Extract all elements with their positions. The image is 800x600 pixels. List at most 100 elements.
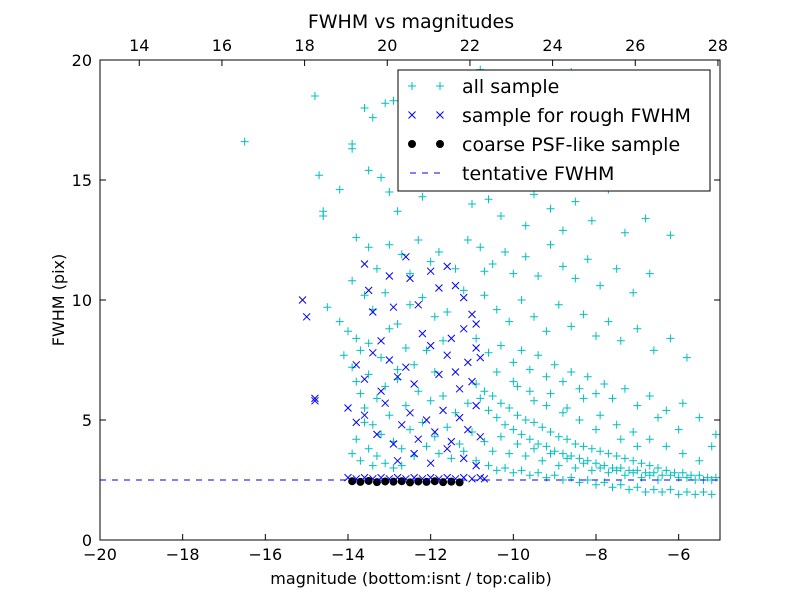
data-point bbox=[447, 477, 456, 486]
data-point bbox=[352, 334, 361, 343]
data-point bbox=[435, 370, 443, 379]
data-point bbox=[422, 442, 431, 451]
data-point bbox=[352, 377, 361, 386]
data-point bbox=[492, 305, 501, 314]
data-point bbox=[397, 420, 406, 429]
data-point bbox=[558, 262, 567, 271]
data-point bbox=[608, 394, 617, 403]
data-point bbox=[525, 435, 534, 444]
data-point bbox=[339, 351, 348, 360]
data-point bbox=[496, 399, 505, 408]
data-point bbox=[530, 190, 538, 199]
data-point bbox=[381, 477, 390, 486]
data-point bbox=[414, 477, 423, 486]
data-point bbox=[534, 351, 543, 360]
data-point bbox=[377, 353, 386, 362]
data-point bbox=[612, 452, 621, 460]
data-point bbox=[443, 423, 452, 432]
data-point bbox=[587, 466, 596, 475]
data-point bbox=[418, 293, 427, 302]
data-point bbox=[476, 353, 485, 362]
data-point bbox=[546, 240, 555, 249]
data-point bbox=[406, 478, 414, 487]
data-point bbox=[620, 454, 629, 463]
data-point bbox=[401, 401, 410, 410]
data-point bbox=[310, 92, 319, 100]
data-point bbox=[496, 212, 505, 220]
data-point bbox=[464, 358, 472, 367]
data-point bbox=[426, 257, 435, 266]
data-point bbox=[583, 456, 592, 465]
data-point bbox=[530, 444, 538, 453]
data-point bbox=[530, 396, 538, 405]
data-point bbox=[641, 468, 650, 477]
data-point bbox=[352, 233, 361, 242]
data-point bbox=[364, 166, 373, 175]
data-point bbox=[484, 348, 493, 357]
data-point bbox=[240, 137, 249, 146]
data-point bbox=[513, 411, 522, 420]
data-point bbox=[455, 440, 464, 448]
data-point bbox=[472, 320, 480, 328]
data-point bbox=[389, 440, 398, 448]
data-point bbox=[385, 324, 394, 333]
data-point bbox=[348, 449, 357, 458]
data-point bbox=[364, 286, 373, 295]
data-point bbox=[674, 490, 683, 499]
data-point bbox=[608, 483, 617, 492]
x-tick-label: −16 bbox=[248, 545, 282, 564]
data-point bbox=[513, 440, 522, 448]
data-point bbox=[410, 360, 419, 369]
data-point bbox=[666, 334, 675, 343]
data-point bbox=[451, 281, 460, 290]
data-point bbox=[505, 317, 514, 326]
data-point bbox=[542, 372, 551, 381]
data-point bbox=[377, 387, 385, 396]
y-tick-label: 20 bbox=[72, 51, 92, 70]
data-point bbox=[633, 483, 642, 492]
data-point bbox=[662, 406, 671, 415]
data-point bbox=[488, 392, 497, 400]
data-point bbox=[406, 269, 414, 278]
data-point bbox=[397, 250, 406, 259]
data-point bbox=[344, 404, 352, 412]
data-point bbox=[575, 416, 584, 424]
data-point bbox=[583, 372, 592, 381]
data-point bbox=[612, 466, 621, 475]
data-point bbox=[554, 461, 563, 470]
data-point bbox=[385, 272, 394, 280]
data-point bbox=[402, 363, 410, 372]
data-point bbox=[455, 478, 464, 487]
data-point bbox=[649, 485, 658, 494]
data-point bbox=[401, 344, 410, 352]
data-point bbox=[658, 471, 667, 480]
data-point bbox=[464, 425, 472, 434]
data-point bbox=[368, 420, 377, 429]
data-point bbox=[298, 296, 307, 304]
data-point bbox=[571, 440, 580, 448]
data-point bbox=[360, 411, 369, 420]
data-point bbox=[678, 468, 687, 477]
data-point bbox=[344, 327, 352, 336]
top-x-tick-label: 28 bbox=[708, 36, 728, 55]
data-point bbox=[678, 399, 687, 408]
data-point bbox=[410, 449, 418, 458]
legend-marker bbox=[408, 82, 416, 90]
data-point bbox=[629, 456, 638, 465]
data-point bbox=[414, 435, 423, 444]
top-x-tick-label: 14 bbox=[129, 36, 149, 55]
data-point bbox=[389, 477, 398, 486]
data-point bbox=[583, 255, 592, 264]
data-point bbox=[315, 171, 324, 180]
data-point bbox=[633, 401, 642, 410]
data-point bbox=[426, 396, 435, 405]
x-tick-label: −10 bbox=[496, 545, 530, 564]
data-point bbox=[393, 207, 402, 216]
data-point bbox=[430, 312, 439, 321]
top-x-tick-label: 20 bbox=[377, 36, 397, 55]
data-point bbox=[447, 334, 456, 343]
data-point bbox=[575, 478, 584, 487]
chart-title: FWHM vs magnitudes bbox=[308, 11, 514, 33]
data-point bbox=[550, 471, 559, 480]
data-point bbox=[372, 394, 381, 403]
